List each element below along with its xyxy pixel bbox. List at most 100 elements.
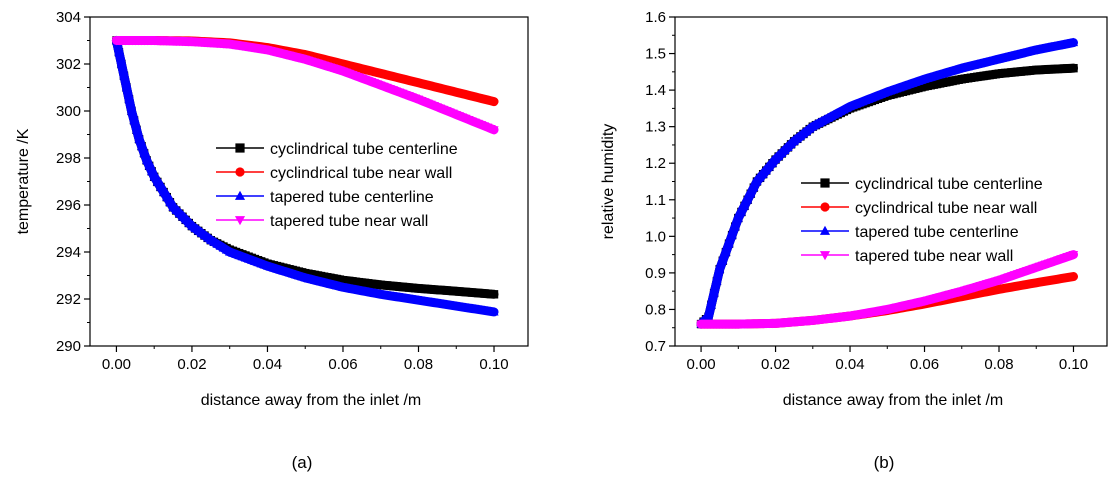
legend-label: tapered tube centerline [855,224,1019,241]
series-tapered-tube-near-wall [696,250,1079,329]
y-tick-label: 302 [56,56,81,73]
legend-label: tapered tube centerline [270,189,434,206]
data-point [162,192,172,201]
x-tick-label: 0.00 [102,356,131,373]
x-tick-label: 0.04 [835,356,864,373]
data-point [706,300,716,309]
chart-panel-a: 0.00 0.02 0.04 0.06 0.08 0.10 290 292 294 296 298 3… [15,9,529,472]
y-tick-label: 1.4 [645,82,666,99]
panel-label: (b) [874,453,895,472]
y-tick-label: 292 [56,291,81,308]
data-point [730,221,740,231]
data-point [121,82,132,92]
y-tick-label: 296 [56,197,81,214]
data-point [155,182,166,191]
x-tick-label: 0.04 [253,356,282,373]
y-axis-title: relative humidity [600,124,617,240]
data-point [116,59,127,68]
data-point [736,207,747,216]
y-axis-title: temperature /K [15,128,32,234]
data-point [134,134,144,143]
legend-entry: cyclindrical tube centerline [216,141,458,158]
legend-swatch-marker [234,190,246,200]
x-tick-label: 0.06 [328,356,357,373]
y-tick-label: 0.9 [645,265,666,282]
legend-swatch-marker [819,251,831,261]
y-tick-label: 1.1 [645,192,666,209]
legend-entry: cyclindrical tube near wall [801,200,1037,217]
data-point [715,264,725,273]
data-point [136,141,147,150]
plot-area [111,35,499,317]
y-tick-label: 1.3 [645,119,666,136]
data-point [1068,37,1079,47]
legend-entry: tapered tube near wall [801,248,1013,265]
series-tapered-tube-centerline [111,35,499,317]
x-tick-label: 0.10 [1059,356,1088,373]
data-point [119,70,129,80]
x-axis-title: distance away from the inlet /m [783,392,1004,409]
data-point [1069,272,1078,281]
data-point [131,124,142,134]
plot-area [696,37,1079,329]
data-point [749,182,759,192]
x-tick-label: 0.02 [177,356,206,373]
legend-swatch-marker [819,225,831,235]
x-tick-label: 0.08 [984,356,1013,373]
data-point [126,106,137,115]
y-tick-label: 1.5 [645,46,666,63]
data-point [724,238,734,248]
legend-label: cyclindrical tube centerline [855,176,1043,193]
data-point [114,47,124,56]
chart-panel-b: 0.00 0.02 0.04 0.06 0.08 0.10 0.7 0.8 0.9 1.0 1.1 1… [600,9,1108,472]
data-point [139,148,149,157]
data-point [727,230,737,239]
x-tick-label: 0.08 [404,356,433,373]
y-tick-label: 1.0 [645,228,666,245]
legend-entry: tapered tube centerline [801,224,1019,241]
legend: cyclindrical tube centerline cyclindrical… [801,176,1043,265]
y-tick-label: 298 [56,150,81,167]
y-tick-label: 290 [56,338,81,355]
x-tick-label: 0.02 [761,356,790,373]
data-point [721,247,731,256]
series-line [111,36,499,107]
y-tick-label: 294 [56,244,81,261]
data-point [746,188,756,198]
data-point [733,213,743,222]
legend-swatch-marker [235,143,245,153]
series-tapered-tube-centerline [696,37,1079,329]
data-point [489,97,499,106]
data-point [489,126,499,135]
y-tick-label: 0.8 [645,301,666,318]
legend-label: cyclindrical tube centerline [270,141,458,158]
data-point [149,171,159,181]
y-tick-label: 1.6 [645,9,666,26]
data-point [152,177,162,186]
legend-swatch-marker [820,178,830,188]
legend-swatch-marker [235,167,245,177]
y-tick-label: 304 [56,9,81,26]
legend-entry: cyclindrical tube centerline [801,176,1043,193]
x-tick-label: 0.00 [686,356,715,373]
panel-label: (a) [292,453,313,472]
data-point [489,290,499,299]
legend-entry: tapered tube centerline [216,189,434,206]
data-point [743,194,753,204]
data-point [718,255,728,265]
y-tick-label: 1.2 [645,155,666,172]
legend-label: cyclindrical tube near wall [855,200,1037,217]
data-point [703,311,714,321]
data-point [159,187,169,196]
y-tick-label: 300 [56,103,81,120]
legend: cyclindrical tube centerline cyclindrical… [216,141,458,230]
data-point [165,197,175,206]
data-point [1068,251,1079,260]
series-tapered-tube-near-wall [111,36,499,135]
x-tick-label: 0.06 [910,356,939,373]
data-point [1069,63,1078,73]
x-tick-label: 0.10 [479,356,508,373]
data-point [712,276,722,285]
data-point [489,307,499,316]
